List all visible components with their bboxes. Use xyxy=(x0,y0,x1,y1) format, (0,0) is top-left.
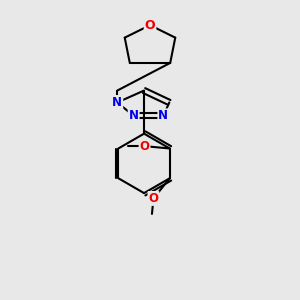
Text: N: N xyxy=(158,109,168,122)
Text: N: N xyxy=(112,96,122,109)
Text: O: O xyxy=(140,140,149,153)
Text: N: N xyxy=(129,109,139,122)
Text: O: O xyxy=(145,19,155,32)
Text: O: O xyxy=(148,192,158,205)
